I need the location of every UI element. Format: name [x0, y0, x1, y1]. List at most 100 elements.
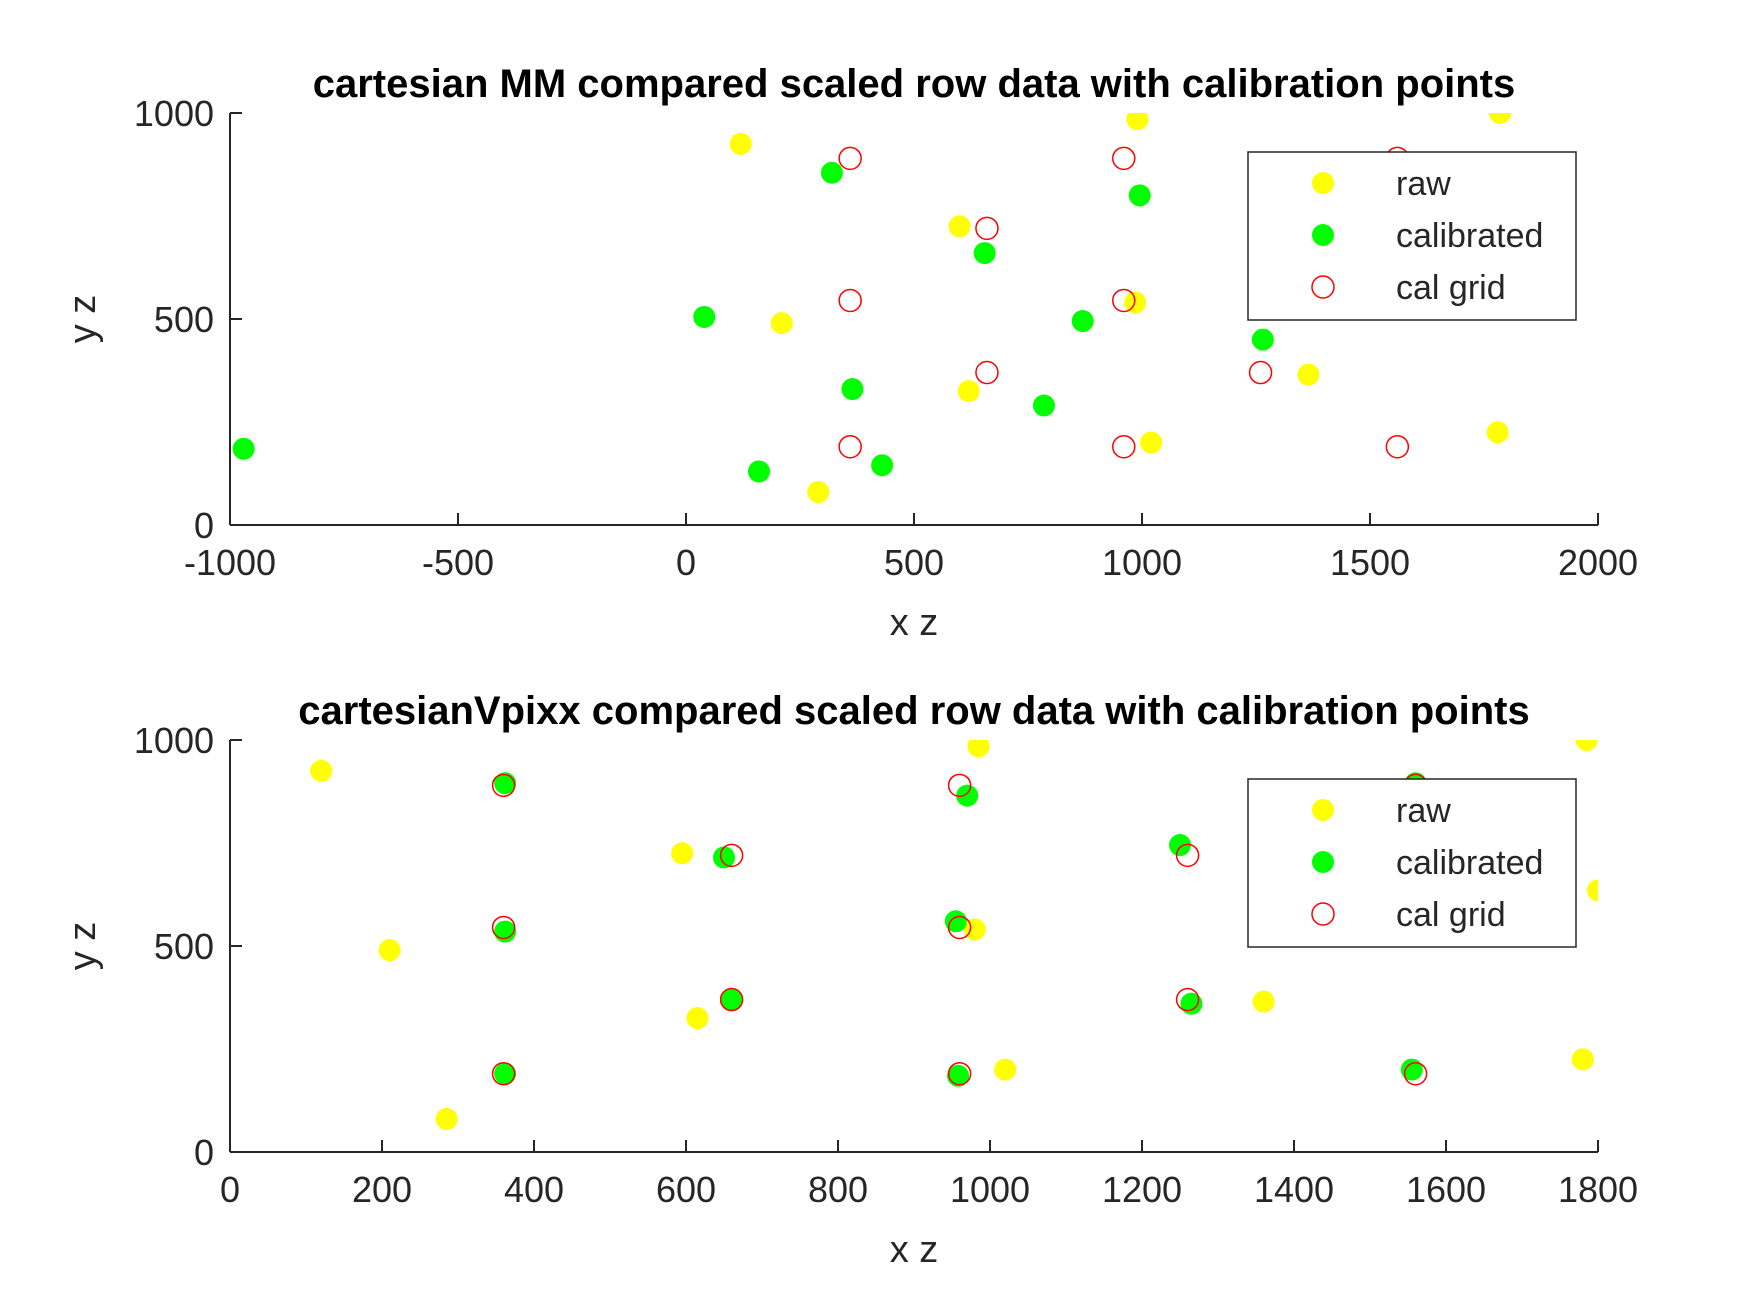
legend-marker: [1311, 902, 1335, 926]
point-calibrated: [1169, 834, 1191, 857]
y-tick-label: 0: [194, 1132, 214, 1173]
point-cal-grid: [838, 146, 862, 171]
point-calibrated: [232, 437, 255, 460]
point-cal-grid: [491, 773, 516, 798]
point-cal-grid: [975, 216, 999, 241]
point-cal-grid: [1385, 434, 1410, 459]
point-raw: [671, 842, 694, 865]
point-cal-grid: [1112, 146, 1136, 171]
legend-label: calibrated: [1396, 217, 1543, 255]
point-calibrated: [747, 460, 770, 483]
x-tick-label: 200: [352, 1169, 412, 1210]
point-calibrated: [494, 920, 517, 943]
point-calibrated: [713, 846, 735, 869]
point-calibrated: [871, 454, 894, 477]
point-raw: [686, 1007, 709, 1030]
point-cal-grid: [719, 987, 744, 1012]
x-tick-label: 1400: [1254, 1169, 1334, 1210]
point-calibrated: [973, 242, 996, 265]
x-axis-label: x z: [890, 1229, 939, 1271]
point-calibrated: [1400, 1058, 1423, 1081]
x-tick-label: 2000: [1558, 542, 1638, 583]
point-calibrated: [820, 161, 843, 184]
x-tick-label: 1000: [1102, 542, 1182, 583]
x-tick-label: 1000: [950, 1169, 1030, 1210]
x-tick-label: 800: [808, 1169, 868, 1210]
point-cal-grid: [1175, 843, 1200, 868]
legend-marker: [1312, 172, 1334, 194]
point-calibrated: [720, 988, 743, 1011]
point-calibrated: [1251, 328, 1274, 351]
legend: raw calibrated cal grid: [1247, 151, 1577, 321]
x-tick-label: -500: [422, 542, 494, 583]
point-cal-grid: [947, 773, 972, 798]
y-tick-label: 500: [154, 299, 214, 340]
y-tick-label: 500: [154, 926, 214, 967]
point-calibrated: [1128, 184, 1151, 207]
point-raw: [994, 1058, 1017, 1081]
legend: raw calibrated cal grid: [1247, 778, 1577, 948]
chart-title: cartesian MM compared scaled row data wi…: [313, 62, 1516, 106]
point-cal-grid: [719, 843, 744, 868]
legend-box: [1247, 151, 1577, 321]
point-cal-grid: [838, 434, 862, 459]
x-tick-label: 0: [676, 542, 696, 583]
legend-label: raw: [1396, 792, 1451, 830]
point-cal-grid: [975, 360, 999, 385]
point-raw: [807, 481, 830, 504]
point-cal-grid: [838, 288, 862, 313]
legend-marker: [1311, 275, 1335, 299]
point-cal-grid: [947, 1061, 972, 1086]
legend-label: cal grid: [1396, 269, 1506, 307]
point-raw: [1575, 740, 1598, 751]
point-raw: [1587, 879, 1598, 902]
point-cal-grid: [1175, 987, 1200, 1012]
y-tick-label: 1000: [134, 93, 214, 134]
point-cal-grid: [1248, 360, 1273, 385]
x-tick-label: 1500: [1330, 542, 1410, 583]
point-raw: [948, 215, 971, 238]
legend-marker: [1312, 851, 1334, 873]
legend-label: raw: [1396, 165, 1451, 203]
y-axis-label: y z: [62, 295, 104, 344]
point-calibrated: [841, 378, 864, 401]
point-raw: [963, 918, 986, 941]
x-tick-label: 600: [656, 1169, 716, 1210]
chart-title: cartesianVpixx compared scaled row data …: [298, 689, 1529, 733]
x-tick-label: 1600: [1406, 1169, 1486, 1210]
point-calibrated: [944, 910, 967, 933]
subplot-2: 0 200 400 600 800 1000 1200 1400 1600 1800 0 500 100…: [62, 689, 1638, 1271]
point-raw: [1297, 363, 1320, 386]
x-tick-label: 400: [504, 1169, 564, 1210]
point-calibrated: [1032, 394, 1055, 417]
x-tick-label: 1800: [1558, 1169, 1638, 1210]
y-axis-label: y z: [62, 922, 104, 971]
point-raw: [967, 740, 990, 758]
point-raw: [1252, 990, 1275, 1013]
x-tick-label: 500: [884, 542, 944, 583]
y-tick-label: 0: [194, 505, 214, 546]
point-calibrated: [494, 1062, 517, 1085]
point-cal-grid: [1112, 288, 1136, 313]
point-raw: [1140, 431, 1163, 454]
point-raw: [1486, 421, 1509, 444]
point-cal-grid: [1112, 434, 1136, 459]
x-axis-label: x z: [890, 602, 939, 644]
point-calibrated: [956, 784, 979, 807]
legend-label: cal grid: [1396, 896, 1506, 934]
point-cal-grid: [1403, 1061, 1428, 1086]
point-calibrated: [1180, 992, 1203, 1015]
legend-box: [1247, 778, 1577, 948]
point-raw: [729, 132, 752, 155]
point-raw: [378, 939, 401, 962]
subplot-1: -1000 -500 0 500 1000 1500 2000 0 500 1000 cartesi…: [62, 62, 1638, 644]
point-cal-grid: [491, 1061, 516, 1086]
plot-area: [232, 113, 1511, 504]
point-cal-grid: [947, 915, 972, 940]
point-raw: [1571, 1048, 1594, 1071]
y-tick-label: 1000: [134, 720, 214, 761]
point-calibrated: [1071, 310, 1094, 333]
point-cal-grid: [491, 915, 516, 940]
point-raw: [310, 759, 333, 782]
point-raw: [770, 312, 793, 335]
